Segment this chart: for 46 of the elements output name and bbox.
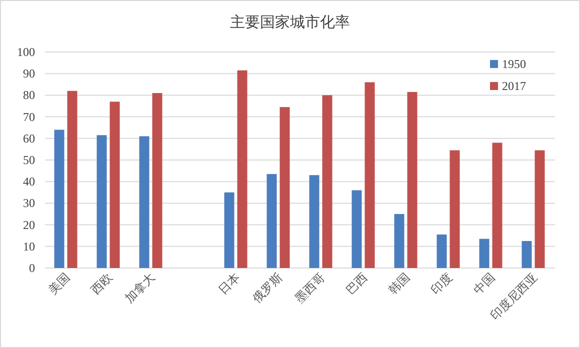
x-tick-label: 西欧 <box>88 270 115 298</box>
bar <box>224 192 234 268</box>
bar <box>54 130 64 268</box>
y-tick-label: 20 <box>23 218 35 232</box>
y-tick-label: 80 <box>23 88 35 102</box>
bar <box>309 175 320 268</box>
y-tick-label: 100 <box>17 45 35 59</box>
y-tick-label: 50 <box>23 153 35 167</box>
bar <box>436 234 447 268</box>
y-tick-label: 90 <box>23 66 35 81</box>
x-tick-label: 巴西 <box>343 270 370 298</box>
bar <box>322 95 332 268</box>
bar <box>67 90 78 268</box>
bar <box>110 102 120 268</box>
bar <box>280 107 290 268</box>
bar <box>364 82 375 268</box>
x-tick-label: 墨西哥 <box>292 270 328 306</box>
bar <box>407 92 418 268</box>
bar <box>352 190 362 268</box>
y-tick-label: 60 <box>23 131 35 146</box>
bar <box>450 150 460 268</box>
x-tick-label: 俄罗斯 <box>250 270 285 306</box>
x-tick-label: 印度 <box>428 270 455 298</box>
bar <box>479 238 490 268</box>
legend-label: 2017 <box>502 79 526 93</box>
bar <box>534 150 545 268</box>
x-tick-label: 日本 <box>216 270 242 298</box>
x-tick-label: 美国 <box>46 270 72 298</box>
y-tick-label: 10 <box>23 239 35 254</box>
x-tick-label: 加拿大 <box>122 270 158 306</box>
y-tick-label: 70 <box>23 110 35 124</box>
bar <box>152 93 162 268</box>
bar <box>139 136 150 268</box>
bar <box>96 135 107 268</box>
x-tick-label: 中国 <box>470 270 498 298</box>
bar <box>394 214 404 268</box>
bar <box>522 241 532 268</box>
y-tick-label: 0 <box>29 261 35 275</box>
bar <box>237 70 248 268</box>
y-tick-label: 30 <box>23 196 35 210</box>
x-tick-label: 韩国 <box>386 270 412 298</box>
bar <box>492 142 502 268</box>
y-tick-label: 40 <box>23 174 35 189</box>
chart-title: 主要国家城市化率 <box>230 14 350 31</box>
legend-label: 1950 <box>502 57 526 71</box>
bar <box>266 174 277 268</box>
